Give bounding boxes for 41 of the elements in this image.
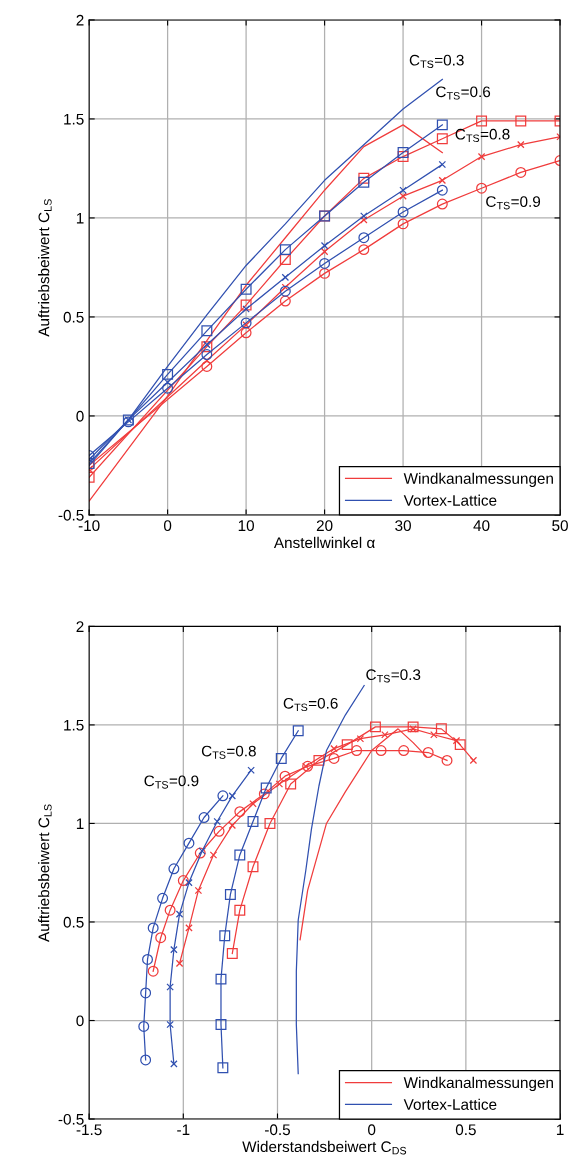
annotation: C$_{TS}$=0.3	[409, 54, 464, 68]
x-tick-label: -1	[177, 1124, 190, 1135]
x-tick-label: -10	[78, 520, 100, 532]
legend-label: Windkanalmessungen	[403, 472, 553, 487]
x-tick-label: 40	[473, 520, 490, 532]
annotation: C$_{TS}$=0.8	[455, 128, 510, 142]
x-tick-label: 30	[395, 520, 411, 532]
y-tick-label: -0.5	[58, 1113, 84, 1125]
x-tick-label: -0.5	[265, 1124, 291, 1136]
y-tick-label: 1	[76, 212, 84, 224]
x-tick-label: 50	[552, 520, 568, 532]
x-tick-label: -1.5	[76, 1124, 102, 1136]
y-axis-title: Auftriebsbeiwert C$_{LS}$	[38, 199, 52, 337]
y-tick-label: 0.5	[63, 916, 84, 928]
x-tick-label: 0	[163, 520, 172, 532]
x-tick-label: 10	[238, 520, 254, 532]
legend-label: Vortex-Lattice	[403, 1098, 497, 1110]
y-tick-label: -0.5	[58, 509, 84, 521]
y-tick-label: 1	[76, 818, 84, 829]
x-tick-label: 0.5	[455, 1124, 476, 1136]
y-axis-title: Auftriebsbeiwert C$_{LS}$	[38, 804, 52, 942]
y-tick-label: 2	[76, 14, 84, 26]
x-axis-title: Anstellwinkel α	[273, 536, 375, 549]
annotation: C$_{TS}$=0.9	[486, 196, 541, 210]
annotation: C$_{TS}$=0.6	[283, 697, 338, 712]
x-tick-label: 0	[368, 1124, 376, 1136]
annotation: C$_{TS}$=0.9	[144, 775, 199, 789]
legend-label: Vortex-Lattice	[403, 494, 497, 506]
x-tick-label: 1	[556, 1124, 564, 1135]
annotation: C$_{TS}$=0.8	[201, 745, 256, 759]
annotation: C$_{TS}$=0.6	[436, 86, 491, 100]
y-tick-label: 0.5	[63, 311, 84, 323]
x-tick-label: 20	[316, 520, 333, 532]
y-tick-label: 2	[76, 621, 84, 632]
annotation: C$_{TS}$=0.3	[366, 669, 421, 683]
y-tick-label: 1.5	[64, 719, 84, 731]
y-tick-label: 1.5	[64, 113, 84, 125]
x-axis-title: Widerstandsbeiwert C$_{DS}$	[242, 1140, 407, 1155]
y-tick-label: 0	[76, 410, 84, 422]
y-tick-label: 0	[76, 1015, 84, 1027]
legend-label: Windkanalmessungen	[403, 1076, 553, 1092]
